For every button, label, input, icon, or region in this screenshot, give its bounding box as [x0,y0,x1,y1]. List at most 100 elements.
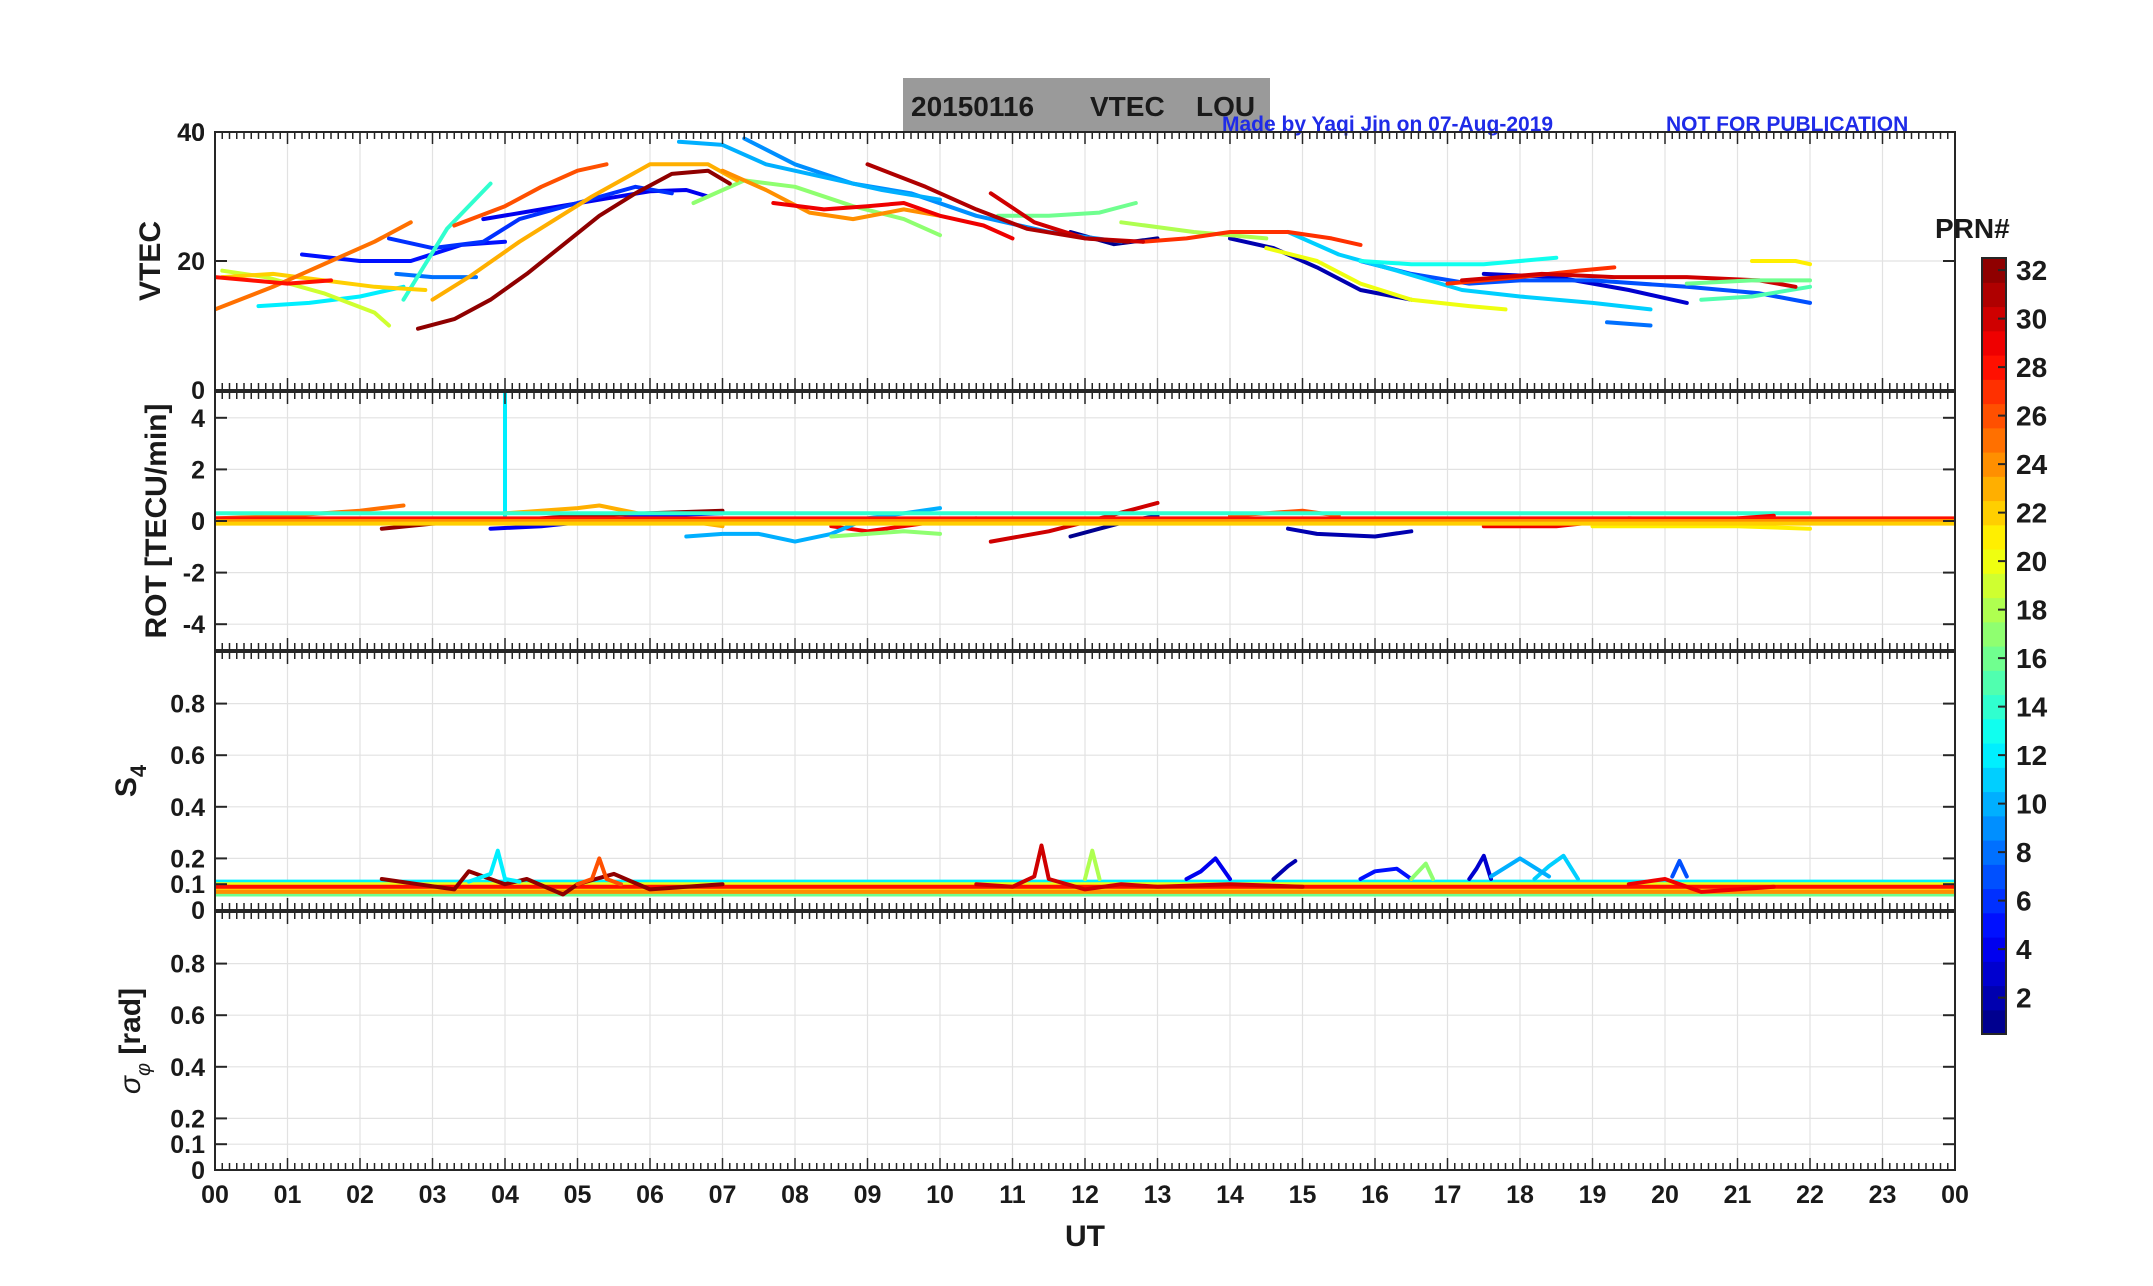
svg-text:σφ [rad]: σφ [rad] [114,988,155,1094]
series-vtec-prn-7 [1358,259,1812,305]
colorbar-cell [1982,718,2006,744]
series-vtec-prn-11 [1286,230,1653,312]
y-tick-label: 0 [191,377,205,405]
colorbar-cell [1982,476,2006,502]
colorbar-cell [1982,1009,2006,1035]
colorbar-tick-label: 30 [2016,304,2047,335]
series-vtec-prn-31 [865,162,1131,244]
colorbar-tick-label: 32 [2016,255,2047,286]
y-tick-label: 0.2 [170,1105,205,1133]
x-axis-label: UT [1065,1220,1105,1253]
colorbar-title: PRN# [1935,213,2010,244]
notice-text: NOT FOR PUBLICATION [1666,113,1908,136]
colorbar-cell [1982,670,2006,696]
colorbar-cell [1982,815,2006,841]
rot-ylabel: ROT [TECU/min] [140,404,173,639]
colorbar-cell [1982,767,2006,793]
y-tick-label: 0.8 [170,691,205,719]
colorbar-tick-label: 20 [2016,546,2047,577]
series-s4-prn-18 [1083,848,1102,881]
series-s4-prn-30 [974,843,1305,892]
y-tick-label: 40 [177,119,205,147]
colorbar-tick-label: 14 [2016,692,2048,723]
colorbar-tick-label: 26 [2016,401,2047,432]
vtec-x-ticks [214,132,1956,390]
s4-y-ticks: 00.10.2 0.4 0.6 0.8 [170,691,1955,925]
x-tick-label: 12 [1071,1181,1099,1209]
series-vtec-prn-4 [481,188,710,222]
x-tick-label: 06 [636,1181,664,1209]
title-date: 20150116 [911,91,1034,122]
x-tick-label: 22 [1796,1181,1824,1209]
y-tick-label: 2 [191,456,205,484]
x-tick-label: 13 [1144,1181,1172,1209]
x-tick-label: 21 [1724,1181,1752,1209]
colorbar-cell [1982,282,2006,308]
series-s4-prn-5 [1358,866,1414,881]
rot-x-ticks [214,392,1956,650]
x-tick-label: 07 [709,1181,737,1209]
x-tick-label: 18 [1506,1181,1534,1209]
y-tick-label: -4 [183,611,205,639]
colorbar-cell [1982,573,2006,599]
vtec-series [215,136,1812,331]
y-tick-label: 0.4 [170,794,205,822]
x-tick-label: 17 [1434,1181,1462,1209]
series-vtec-prn-17 [691,178,942,238]
series-rot-prn-2 [1286,526,1414,539]
y-tick-label: 0.1 [170,1131,205,1159]
colorbar-tick-label: 10 [2016,789,2047,820]
colorbar-cell [1982,961,2006,987]
y-tick-label: 40 [177,119,205,147]
series-s4-prn-3 [1467,853,1493,881]
series-vtec-prn-26 [452,162,609,228]
colorbar-cell [1982,912,2006,938]
y-tick-label: 0 [191,508,205,536]
x-tick-label: 11 [999,1181,1026,1209]
series-rot-prn-21 [1590,524,1812,531]
series-vtec-prn-14 [401,181,493,302]
svg-text:S4: S4 [110,764,151,797]
series-vtec-prn-27 [1141,230,1363,247]
sigma-phi-ylabel: σφ [rad] [114,988,155,1094]
sigma-phi-x-ticks [214,912,1956,1170]
series-vtec-prn-28 [215,275,333,286]
x-tick-label: 01 [274,1181,302,1209]
colorbar-tick-label: 18 [2016,595,2047,626]
y-tick-label: -2 [183,560,205,588]
x-tick-label: 02 [346,1181,374,1209]
series-vtec-prn-10 [677,139,942,202]
x-tick-label: 00 [1941,1181,1969,1209]
series-vtec-prn-8 [394,271,478,280]
vtec-ylabel: VTEC [134,221,167,301]
s4-ylabel: S4 [110,764,151,797]
title-station: LOU [1196,91,1255,122]
series-vtec-prn-25 [215,220,413,312]
colorbar-cell [1982,524,2006,550]
series-s4-prn-17 [1409,861,1435,881]
colorbar-tick-label: 4 [2016,934,2032,965]
x-tick-label: 09 [854,1181,882,1209]
x-tick-label: 00 [201,1181,229,1209]
colorbar-frame [1981,257,2007,1035]
series-vtec-prn-20 [1264,246,1508,312]
x-tick-label: 05 [564,1181,592,1209]
colorbar-cell [1982,379,2006,405]
colorbar-tick-label: 24 [2016,449,2048,480]
colorbar-tick-label: 22 [2016,498,2047,529]
sigma-phi-y-ticks: 00.10.2 0.4 0.6 0.8 [170,951,1955,1185]
vtec-grid [214,131,1956,391]
series-vtec-prn-21 [1750,259,1812,267]
rot-series [215,392,1955,544]
series-s4-prn-12 [466,848,522,884]
series-s4-prn-29 [1626,877,1776,894]
y-tick-label: 0 [191,508,205,536]
colorbar-cell [1982,427,2006,453]
series-s4-prn-2 [1271,859,1298,881]
colorbar-tick-label: 2 [2016,983,2032,1014]
series-s4-prn-7 [1670,859,1689,879]
